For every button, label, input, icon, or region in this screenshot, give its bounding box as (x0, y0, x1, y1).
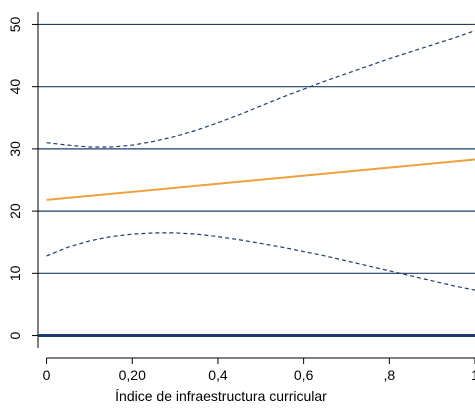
lower-bound-line (46, 232, 475, 291)
x-tick-labels: 0 0,20 0,4 0,6 ,8 1 (43, 367, 475, 383)
x-tick-label: 0,4 (208, 367, 228, 383)
grid-lines (38, 23, 475, 274)
y-tick-label: 20 (7, 203, 23, 219)
x-tick-label: ,8 (383, 367, 395, 383)
y-tick-label: 0 (7, 331, 23, 339)
series-lines (38, 30, 475, 338)
y-tick-label: 30 (7, 141, 23, 157)
axes (32, 12, 475, 364)
x-tick-label: 1 (471, 367, 475, 383)
estimate-line (46, 158, 475, 201)
x-tick-label: 0,6 (294, 367, 314, 383)
x-tick-label: 0 (43, 367, 51, 383)
x-tick-label: 0,20 (119, 367, 146, 383)
upper-bound-line (46, 30, 475, 148)
y-tick-label: 50 (7, 16, 23, 32)
y-tick-labels: 0 10 20 30 40 50 (7, 16, 23, 339)
y-tick-label: 10 (7, 265, 23, 281)
x-axis-label: Índice de infraestructura curricular (115, 388, 327, 404)
y-tick-label: 40 (7, 79, 23, 95)
